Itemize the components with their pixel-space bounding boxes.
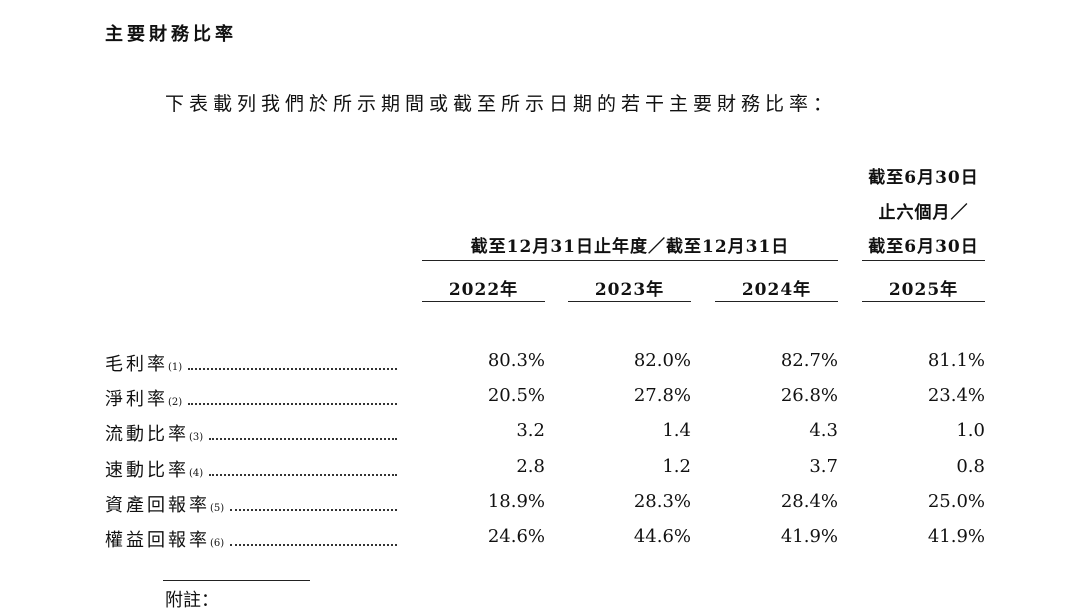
cell-value: 44.6% xyxy=(633,526,691,547)
label-text: 權益回報率 xyxy=(105,530,210,551)
row-label: 毛利率 (1) xyxy=(105,350,397,376)
cell-value: 41.9% xyxy=(780,526,838,547)
cell-value: 82.0% xyxy=(633,350,691,371)
cell-value: 23.4% xyxy=(927,385,985,407)
cell-value: 41.9% xyxy=(927,526,985,547)
year-header: 2022年 xyxy=(448,280,519,300)
intro: 下表載列我們於所示期間或截至所示日期的若干主要財務比率： xyxy=(165,93,838,115)
year-header: 2024年 xyxy=(741,280,812,300)
cell-value: 25.0% xyxy=(927,490,985,512)
leader xyxy=(188,403,397,406)
row-label: 權益回報率 (6) xyxy=(105,526,397,552)
group-header: 截至12月31日止年度／截至12月31日 xyxy=(470,237,790,257)
rule xyxy=(163,580,310,581)
cell-value: 1.0 xyxy=(956,420,985,442)
cell-value: 81.1% xyxy=(927,350,985,371)
row-label: 速動比率 (4) xyxy=(105,456,397,482)
leader xyxy=(209,473,397,476)
note-ref: (1) xyxy=(168,362,183,373)
cell-value: 80.3% xyxy=(487,350,545,371)
cell-value: 27.8% xyxy=(633,385,691,407)
row-label: 流動比率 (3) xyxy=(105,420,397,446)
label-text: 淨利率 xyxy=(105,389,168,411)
footnote-heading: 附註： xyxy=(165,590,219,611)
cell-value: 2.8 xyxy=(516,455,545,477)
rule xyxy=(862,301,985,302)
note-ref: (3) xyxy=(189,432,204,444)
note-ref: (6) xyxy=(210,538,225,549)
cell-value: 20.5% xyxy=(487,385,545,407)
year-header: 2025年 xyxy=(888,280,959,300)
cell-value: 18.9% xyxy=(487,490,545,512)
cell-value: 0.8 xyxy=(956,455,985,477)
cell-value: 4.3 xyxy=(809,420,838,442)
note-ref: (2) xyxy=(168,397,183,409)
cell-value: 28.4% xyxy=(780,490,838,512)
cell-value: 82.7% xyxy=(780,350,838,371)
leader xyxy=(209,438,397,441)
cell-value: 24.6% xyxy=(487,526,545,547)
heading: 主要財務比率 xyxy=(105,24,237,45)
rule xyxy=(422,260,838,261)
leader xyxy=(230,508,397,511)
year-header: 2023年 xyxy=(594,280,665,300)
leader xyxy=(188,368,397,370)
rule xyxy=(568,301,691,302)
cell-value: 3.7 xyxy=(809,455,838,477)
row-label: 淨利率 (2) xyxy=(105,385,397,411)
cell-value: 28.3% xyxy=(633,490,691,512)
rule xyxy=(422,301,545,302)
last-header: 截至6月30日 xyxy=(868,237,979,257)
label-text: 流動比率 xyxy=(105,424,189,446)
page: 主要財務比率 下表載列我們於所示期間或截至所示日期的若干主要財務比率： 截至12… xyxy=(105,24,985,611)
rule xyxy=(715,301,838,302)
cell-value: 1.2 xyxy=(662,455,691,477)
row-label: 資產回報率 (5) xyxy=(105,491,397,517)
label-text: 資產回報率 xyxy=(105,494,210,516)
leader xyxy=(230,544,397,546)
cell-value: 1.4 xyxy=(662,420,691,442)
last-header: 截至6月30日 xyxy=(868,168,979,188)
label-text: 速動比率 xyxy=(105,459,189,481)
note-ref: (4) xyxy=(189,467,204,479)
rule xyxy=(862,260,985,261)
cell-value: 26.8% xyxy=(780,385,838,407)
cell-value: 3.2 xyxy=(516,420,545,442)
last-header: 止六個月／ xyxy=(878,203,969,223)
note-ref: (5) xyxy=(210,502,225,514)
label-text: 毛利率 xyxy=(105,354,168,375)
